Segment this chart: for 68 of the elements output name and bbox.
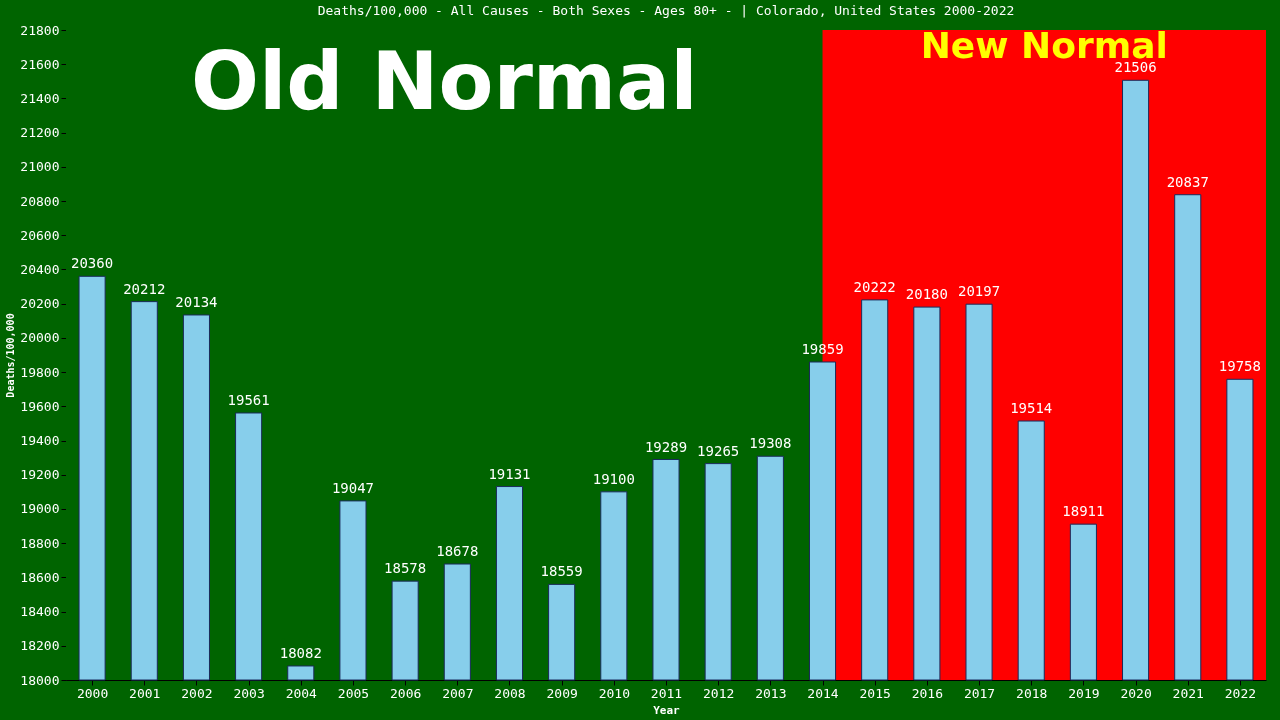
data-label: 20222 [853,278,896,295]
data-label: 20837 [1166,173,1209,190]
x-tick-label: 2016 [911,685,944,701]
data-label: 19047 [331,479,375,496]
x-tick-label: 2007 [442,685,474,701]
data-label: 19289 [644,438,688,455]
data-label: 20134 [175,293,218,310]
data-label: 19100 [592,470,635,487]
data-label: 20360 [71,255,114,272]
data-label: 19265 [697,442,740,459]
x-axis-title: Year [653,703,681,717]
data-label: 18678 [436,543,479,560]
x-tick-label: 2000 [76,685,109,701]
y-tick-label: 19400 [20,433,60,449]
y-tick-label: 21200 [20,125,60,141]
y-tick-label: 19600 [20,398,60,414]
y-tick-label: 21400 [20,90,60,106]
y-tick-label: 21800 [20,22,60,38]
x-tick-label: 2021 [1172,685,1204,701]
x-tick-label: 2010 [598,685,630,701]
chart-title: Deaths/100,000 - All Causes - Both Sexes - Ages 80+ - | Colorado, United States 2000-2022 [317,3,1015,18]
x-tick-label: 2002 [181,685,213,701]
data-label: 18082 [279,644,322,661]
y-tick-label: 19000 [20,501,60,517]
x-tick-label: 2020 [1120,685,1152,701]
data-label: 19561 [227,391,270,408]
x-tick-label: 2001 [129,685,161,701]
data-label: 18578 [384,560,427,577]
x-tick-label: 2003 [233,685,265,701]
y-tick-label: 19800 [20,364,60,380]
y-tick-label: 21600 [20,56,60,72]
data-label: 19514 [1010,400,1053,417]
y-tick-label: 18600 [20,569,60,585]
y-tick-label: 20400 [20,261,60,277]
x-tick-label: 2004 [285,685,318,701]
x-tick-label: 2019 [1068,685,1100,701]
y-tick-label: 20800 [20,193,60,209]
y-tick-label: 18400 [20,604,60,620]
x-tick-label: 2014 [807,685,839,701]
y-tick-label: 20200 [20,296,60,312]
y-tick-label: 20600 [20,227,60,243]
x-tick-label: 2015 [859,685,891,701]
x-tick-label: 2022 [1224,685,1257,701]
band-label: Old Normal [190,35,698,128]
y-axis-title: Deaths/100,000 [5,313,17,398]
y-tick-label: 20000 [20,330,60,346]
y-tick-label: 18000 [20,672,60,688]
y-tick-label: 18200 [20,638,60,654]
x-tick-label: 2017 [963,685,996,701]
y-tick-label: 18800 [20,535,60,551]
x-tick-label: 2006 [389,685,422,701]
x-tick-label: 2012 [703,685,735,701]
data-label: 19758 [1218,358,1261,375]
data-label: 19308 [749,435,792,452]
x-tick-label: 2008 [494,685,526,701]
data-label: 20212 [123,280,166,297]
data-label: 18911 [1062,503,1105,520]
y-tick-label: 21000 [20,159,60,175]
data-label: 19131 [488,465,531,482]
data-label: 20180 [905,286,948,303]
x-tick-label: 2013 [755,685,787,701]
data-label: 20197 [957,283,1001,300]
data-label: 18559 [540,563,583,580]
y-tick-label: 19200 [20,467,60,483]
x-tick-label: 2011 [650,685,683,701]
x-tick-label: 2009 [546,685,578,701]
x-tick-label: 2018 [1016,685,1048,701]
x-tick-label: 2005 [337,685,370,701]
